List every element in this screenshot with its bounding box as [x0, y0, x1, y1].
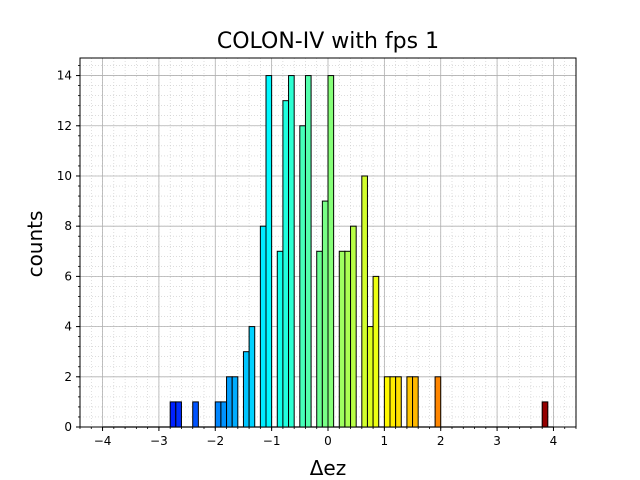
- x-tick-label: −2: [206, 434, 224, 448]
- histogram-bar: [214, 401, 222, 428]
- histogram-bar: [299, 125, 306, 428]
- histogram-bar: [541, 401, 549, 428]
- histogram-bar: [361, 175, 368, 428]
- x-tick-label: −1: [263, 434, 281, 448]
- histogram-bar: [259, 225, 267, 428]
- histogram-bar: [434, 376, 442, 428]
- histogram-bar: [366, 326, 374, 428]
- histogram-bar: [350, 225, 357, 428]
- histogram-bar: [316, 250, 323, 428]
- x-tick-label: 1: [381, 434, 389, 448]
- x-tick-label: 3: [493, 434, 501, 448]
- histogram-bar: [169, 401, 177, 428]
- y-tick-label: 8: [64, 219, 72, 233]
- x-tick-label: −3: [150, 434, 168, 448]
- histogram-bar: [282, 100, 290, 428]
- histogram-bar: [288, 75, 295, 428]
- y-axis-label: counts: [23, 211, 47, 278]
- y-tick-label: 12: [57, 119, 72, 133]
- y-tick-label: 0: [64, 420, 72, 434]
- histogram-bar: [175, 401, 182, 428]
- x-tick-label: 4: [550, 434, 558, 448]
- histogram-bar: [304, 75, 312, 428]
- x-tick-label: 0: [324, 434, 332, 448]
- chart-title: COLON-IV with fps 1: [217, 29, 439, 54]
- histogram-bar: [248, 326, 256, 428]
- y-tick-label: 4: [64, 320, 72, 334]
- histogram-bar: [231, 376, 239, 428]
- histogram-bar: [344, 250, 352, 428]
- y-tick-label: 6: [64, 269, 72, 283]
- x-axis-label: Δez: [310, 456, 346, 480]
- histogram-bar: [389, 376, 397, 428]
- histogram-bar: [412, 376, 419, 428]
- histogram-bar: [327, 75, 335, 428]
- x-tick-label: 2: [437, 434, 445, 448]
- histogram-bar: [276, 250, 284, 428]
- x-tick-label: −4: [94, 434, 112, 448]
- y-tick-label: 14: [57, 69, 72, 83]
- y-tick-label: 10: [57, 169, 72, 183]
- histogram-bar: [226, 376, 233, 428]
- histogram-bar: [242, 351, 250, 428]
- histogram-bar: [220, 401, 228, 428]
- histogram-bar: [372, 275, 380, 428]
- y-tick-label: 2: [64, 370, 72, 384]
- histogram-bar: [192, 401, 199, 428]
- histogram-bar: [406, 376, 414, 428]
- histogram-bar: [265, 75, 273, 428]
- histogram-bar: [338, 250, 346, 428]
- bars: [102, 75, 554, 428]
- histogram-bar: [383, 376, 391, 428]
- histogram-bar: [321, 200, 329, 428]
- histogram-bar: [395, 376, 402, 428]
